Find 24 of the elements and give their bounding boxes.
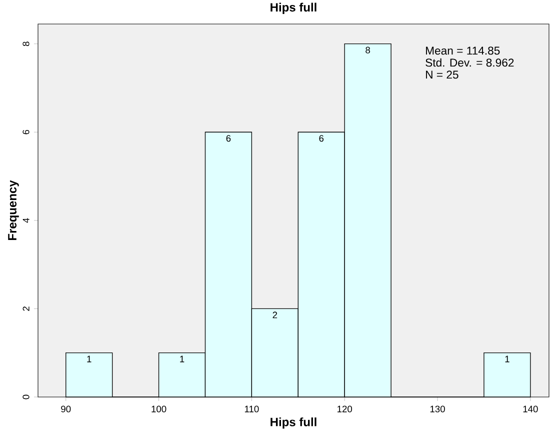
y-tick-label: 4 [22,218,30,223]
annotation: N = 25 [426,70,458,79]
x-tick-label: 130 [430,406,445,412]
data-label: 6 [226,135,231,142]
data-label: 6 [319,135,324,142]
data-label: 1 [87,356,92,362]
chart-title: Hips full [270,2,316,14]
data-label: 1 [505,356,510,362]
annotation: Std. Dev. = 8.962 [426,58,514,67]
annotation: Mean = 114.85 [426,46,500,55]
data-label: 1 [180,356,184,362]
data-label: 2 [272,312,278,318]
x-tick-label: 140 [523,406,538,412]
y-tick-label: 2 [22,306,30,311]
x-tick-label: 120 [338,406,352,412]
x-axis-title: Hips full [270,417,316,429]
y-tick-label: 0 [22,394,30,400]
y-axis-title: Frequency [8,180,19,240]
x-tick-label: 100 [152,406,166,412]
y-tick-label: 8 [22,42,30,46]
x-tick-label: 110 [244,406,259,412]
x-tick-label: 90 [61,406,71,412]
y-tick-label: 6 [22,130,30,134]
data-label: 8 [366,46,370,54]
